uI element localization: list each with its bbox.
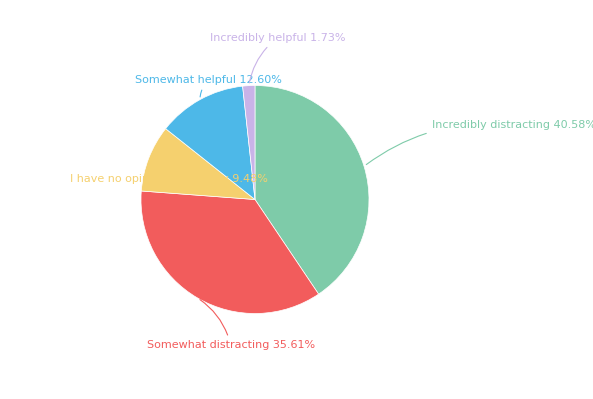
Wedge shape: [141, 128, 255, 200]
Wedge shape: [165, 86, 255, 200]
Text: Incredibly distracting 40.58%: Incredibly distracting 40.58%: [366, 120, 593, 165]
Wedge shape: [255, 85, 369, 294]
Wedge shape: [243, 85, 255, 200]
Text: Incredibly helpful 1.73%: Incredibly helpful 1.73%: [210, 33, 346, 83]
Text: Somewhat helpful 12.60%: Somewhat helpful 12.60%: [135, 75, 282, 97]
Text: I have no opinion either way 9.48%: I have no opinion either way 9.48%: [71, 159, 268, 184]
Text: Somewhat distracting 35.61%: Somewhat distracting 35.61%: [146, 300, 315, 350]
Wedge shape: [141, 191, 318, 314]
